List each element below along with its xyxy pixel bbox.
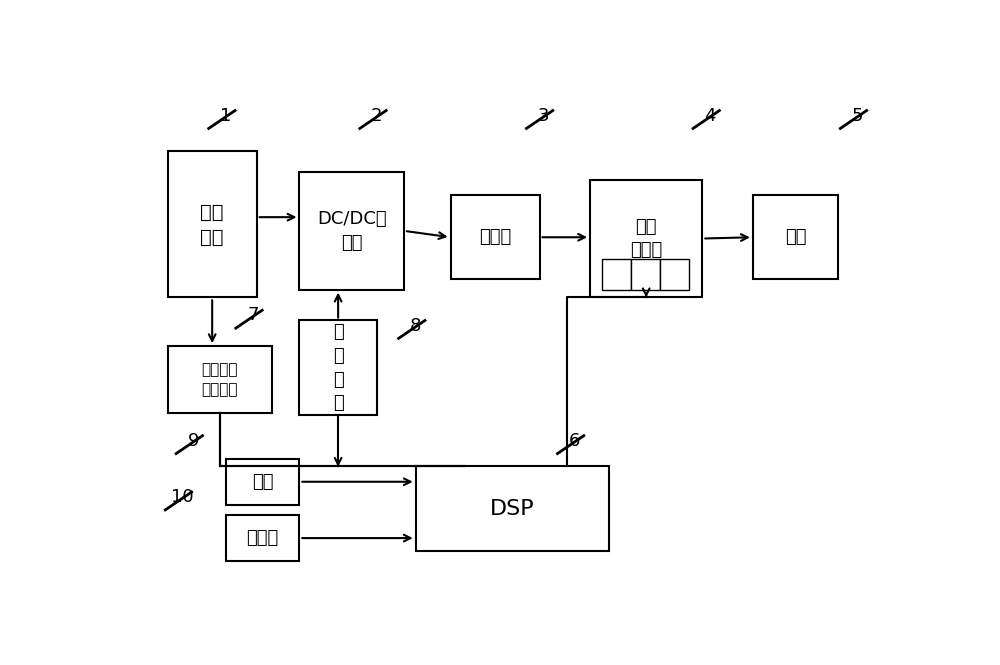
Text: 8: 8 <box>410 317 421 334</box>
Text: 路灯: 路灯 <box>785 228 806 246</box>
Text: 10: 10 <box>171 488 194 506</box>
Text: 按键: 按键 <box>252 473 273 491</box>
Bar <box>631 259 660 290</box>
Bar <box>450 195 540 279</box>
Bar <box>660 259 689 290</box>
Text: 4: 4 <box>704 106 716 124</box>
Text: 1: 1 <box>220 106 231 124</box>
Text: 电压电流
采集模块: 电压电流 采集模块 <box>202 362 238 397</box>
Bar <box>590 180 702 297</box>
Text: 2: 2 <box>371 106 383 124</box>
Text: 7: 7 <box>247 307 259 325</box>
Bar <box>168 152 257 297</box>
Text: 开关
控制器: 开关 控制器 <box>630 217 662 259</box>
Text: 5: 5 <box>852 106 863 124</box>
Text: DC/DC转
换器: DC/DC转 换器 <box>317 210 386 251</box>
Bar <box>416 466 609 551</box>
Bar <box>226 459 299 505</box>
Bar <box>602 259 631 290</box>
Text: 显示屏: 显示屏 <box>246 529 279 547</box>
Bar <box>226 515 299 561</box>
Text: 驱
动
电
路: 驱 动 电 路 <box>333 323 344 412</box>
Text: 光伏
电池: 光伏 电池 <box>200 202 224 247</box>
Bar <box>753 195 838 279</box>
Bar <box>299 321 377 415</box>
Bar <box>299 172 404 290</box>
Bar <box>168 346 272 412</box>
Text: 6: 6 <box>569 432 580 450</box>
Text: 3: 3 <box>538 106 549 124</box>
Text: 蓄电池: 蓄电池 <box>479 228 511 246</box>
Text: 9: 9 <box>187 432 199 450</box>
Text: DSP: DSP <box>490 499 535 519</box>
